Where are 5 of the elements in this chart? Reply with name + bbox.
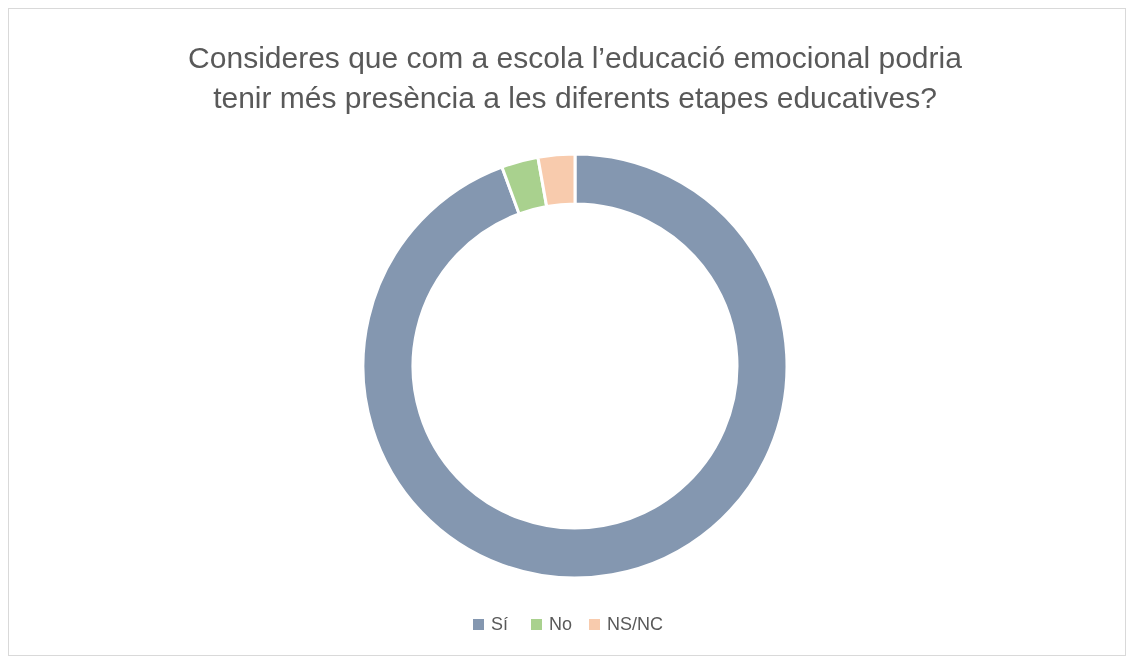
chart-title: Consideres que com a escola l’educació emocional podria tenir més presència a les diferents etapes educatives? — [188, 41, 963, 114]
donut-slice — [361, 152, 789, 580]
legend-label: Sí — [491, 614, 509, 634]
legend-label: NS/NC — [607, 614, 664, 634]
legend-label: No — [549, 614, 573, 634]
